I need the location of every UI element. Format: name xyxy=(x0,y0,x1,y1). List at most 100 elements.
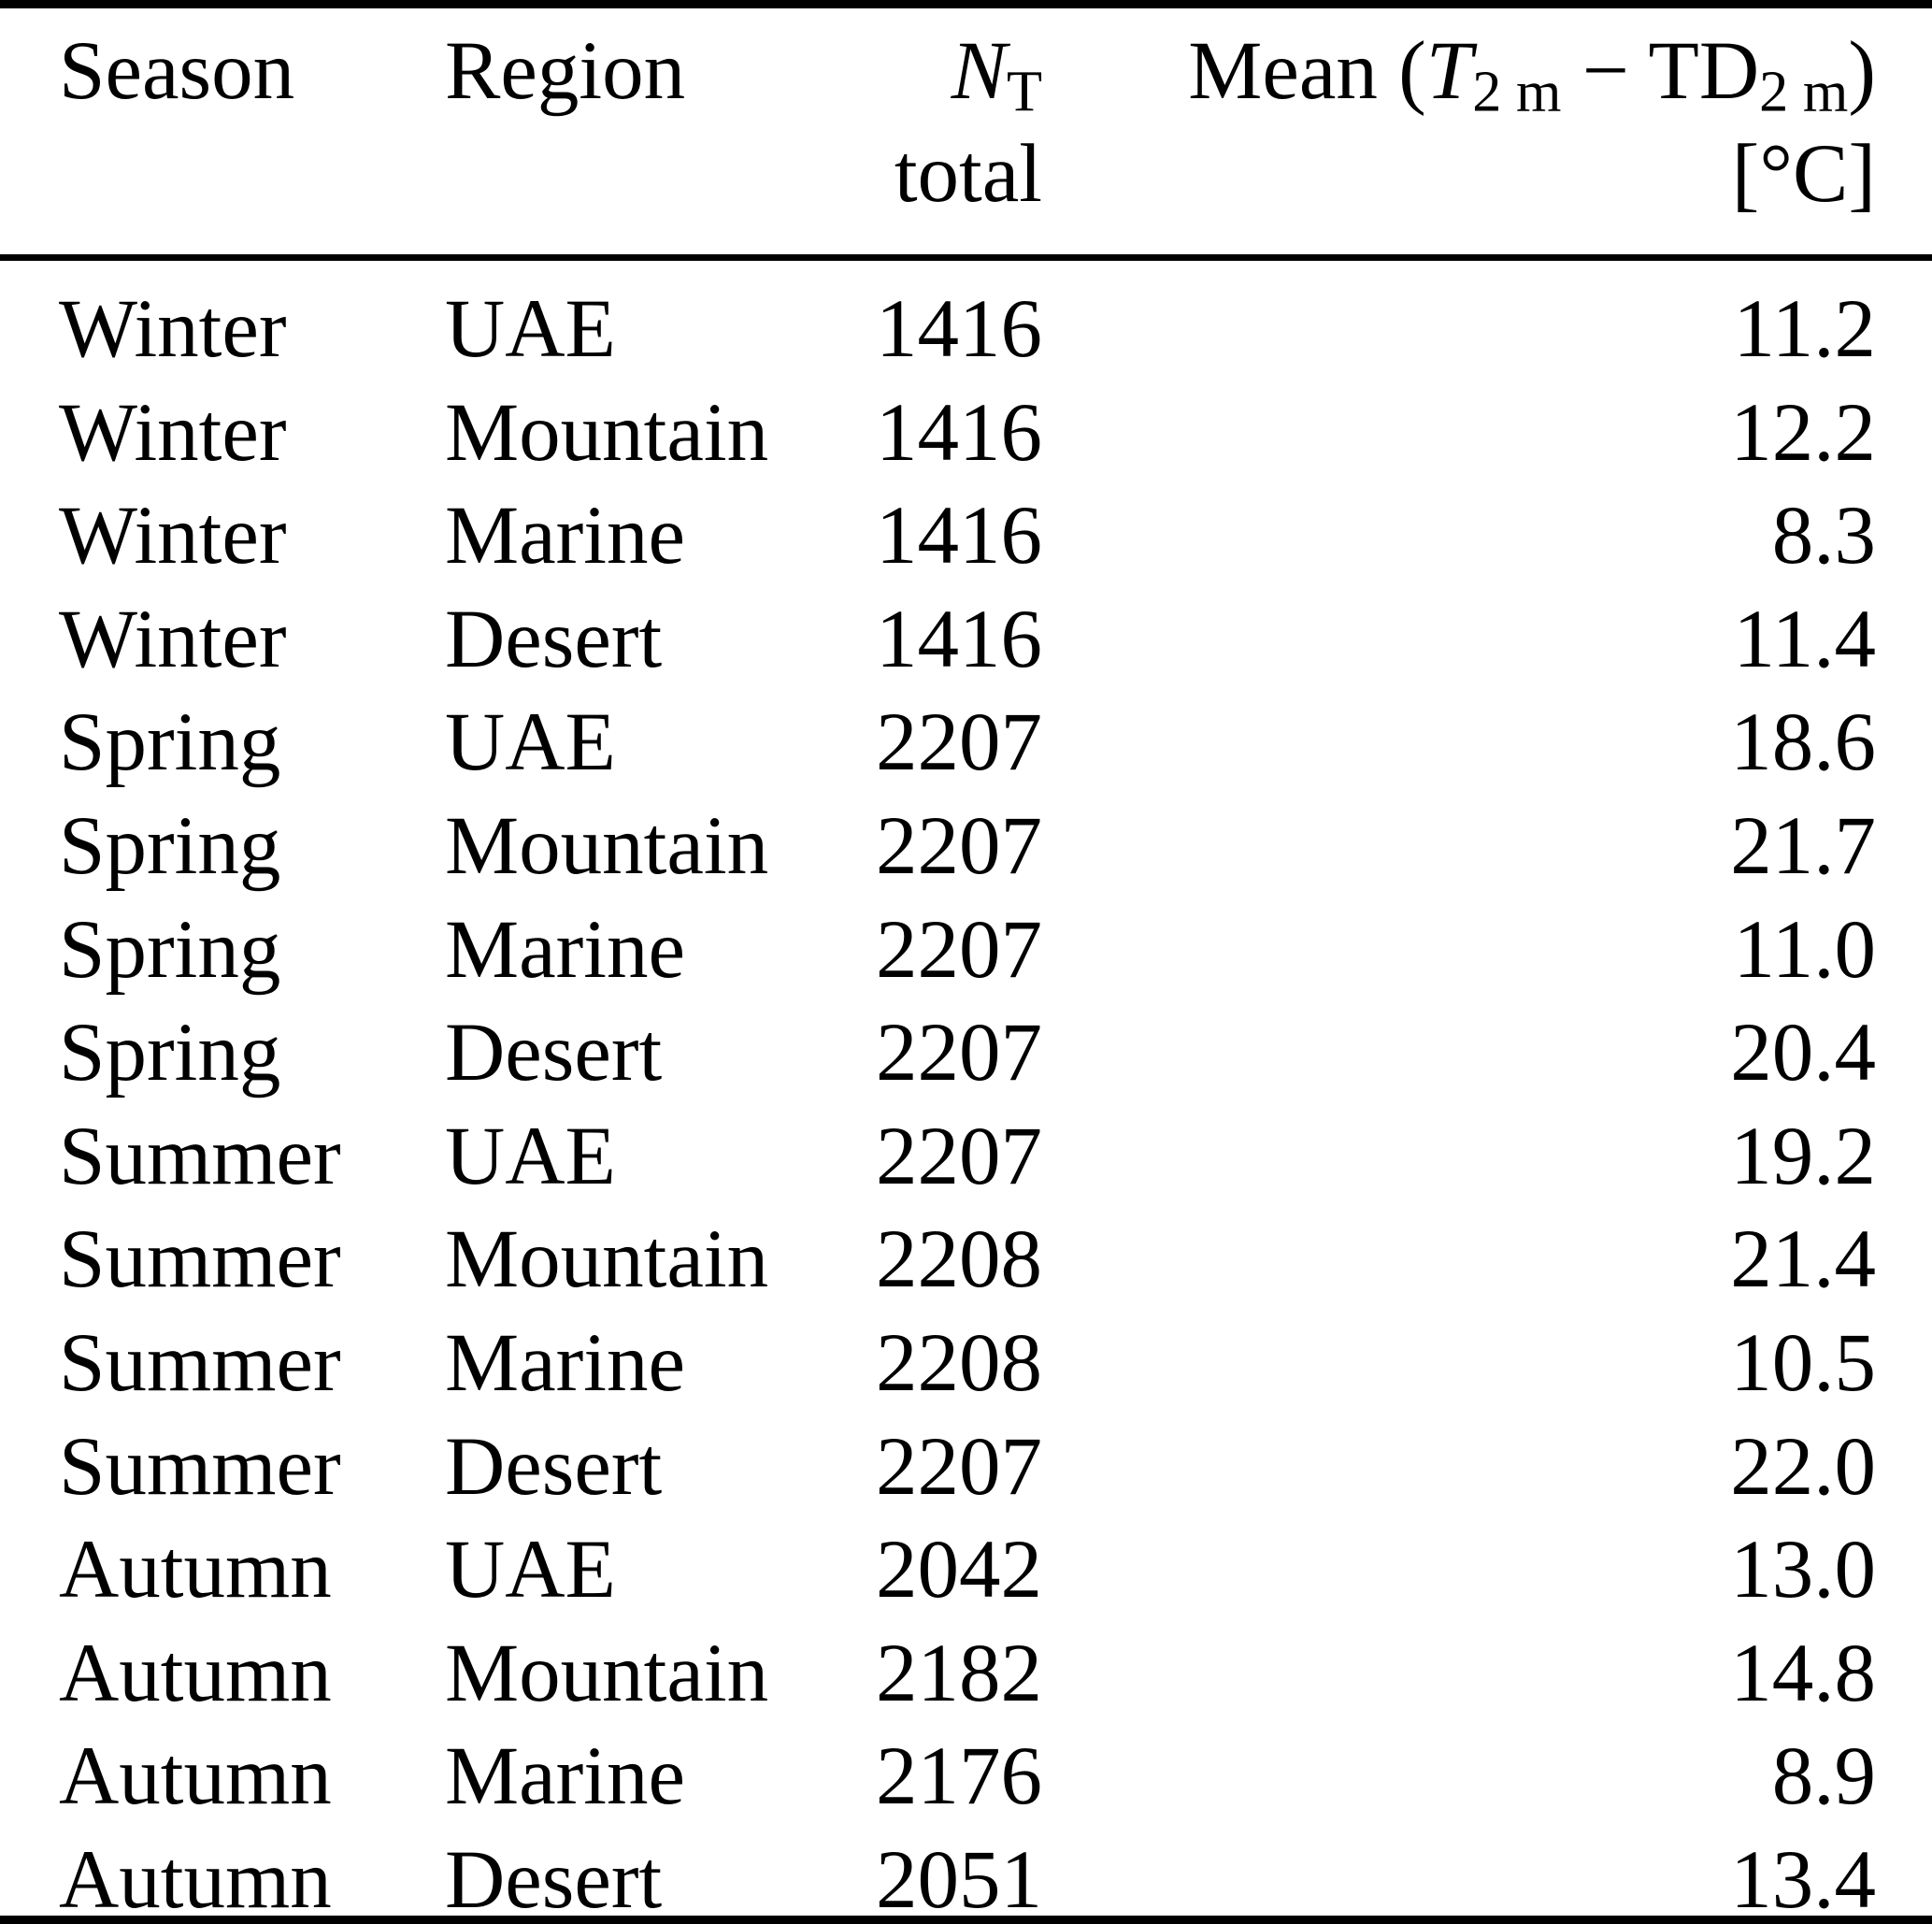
table-row: Winter UAE 1416 11.2 xyxy=(59,261,1876,375)
mean-cell: 11.2 xyxy=(1733,283,1876,375)
n-total-cell: 2042 xyxy=(876,1524,1042,1616)
region-cell: Mountain xyxy=(445,1627,769,1719)
region-cell: UAE xyxy=(445,283,616,375)
n-total-cell: 2208 xyxy=(876,1316,1042,1409)
header-mean: Mean (T2 m − TD2 m) xyxy=(1042,22,1876,122)
region-cell: UAE xyxy=(445,696,616,789)
table-row: Spring Desert 2207 20.4 xyxy=(59,984,1876,1098)
table-row: Autumn Mountain 2182 14.8 xyxy=(59,1605,1876,1719)
table-bottom-rule xyxy=(0,1916,1932,1924)
mean-cell: 11.0 xyxy=(1733,903,1876,996)
season-cell: Summer xyxy=(59,1316,341,1409)
n-total-cell: 1416 xyxy=(876,386,1042,479)
region-cell: Desert xyxy=(445,1007,663,1099)
td2m-symbol: TD xyxy=(1648,25,1760,117)
season-cell: Winter xyxy=(59,593,287,685)
table-header-row-2: total [°C] xyxy=(0,124,1932,224)
table-row: Summer Mountain 2208 21.4 xyxy=(59,1191,1876,1305)
mean-cell: 18.6 xyxy=(1730,696,1876,789)
header-spacer xyxy=(59,124,445,224)
n-symbol: N xyxy=(951,25,1007,117)
header-mean-unit: [°C] xyxy=(1731,128,1876,220)
table-row: Winter Mountain 1416 12.2 xyxy=(59,365,1876,479)
mean-prefix: Mean ( xyxy=(1188,25,1426,117)
season-cell: Spring xyxy=(59,799,281,892)
region-cell: Marine xyxy=(445,1316,686,1409)
header-spacer xyxy=(445,124,772,224)
region-cell: Mountain xyxy=(445,1213,769,1306)
mean-cell: 11.4 xyxy=(1733,593,1876,685)
n-total-cell: 2182 xyxy=(876,1627,1042,1719)
region-cell: Desert xyxy=(445,1833,663,1924)
season-cell: Spring xyxy=(59,696,281,789)
season-cell: Autumn xyxy=(59,1833,332,1924)
n-total-cell: 2207 xyxy=(876,903,1042,996)
region-cell: UAE xyxy=(445,1524,616,1616)
region-cell: Mountain xyxy=(445,386,769,479)
table-row: Summer UAE 2207 19.2 xyxy=(59,1088,1876,1202)
n-total-cell: 2051 xyxy=(876,1833,1042,1924)
n-total-cell: 2207 xyxy=(876,1007,1042,1099)
table-header-row-1: Season Region NT Mean (T2 m − TD2 m) xyxy=(0,22,1932,122)
mean-cell: 19.2 xyxy=(1730,1110,1876,1202)
table-row: Autumn Marine 2176 8.9 xyxy=(59,1708,1876,1822)
header-n-total: NT xyxy=(772,22,1042,122)
n-subscript: T xyxy=(1006,59,1042,124)
table-row: Autumn Desert 2051 13.4 xyxy=(59,1812,1876,1924)
region-cell: Marine xyxy=(445,1730,686,1823)
mean-cell: 14.8 xyxy=(1730,1627,1876,1719)
mean-cell: 8.3 xyxy=(1771,490,1876,582)
season-cell: Winter xyxy=(59,490,287,582)
mean-cell: 20.4 xyxy=(1730,1007,1876,1099)
header-n-total-line2: total xyxy=(894,128,1042,220)
mean-cell: 22.0 xyxy=(1730,1420,1876,1513)
region-cell: Desert xyxy=(445,1420,663,1513)
season-cell: Spring xyxy=(59,1007,281,1099)
mean-cell: 13.4 xyxy=(1730,1833,1876,1924)
region-cell: Mountain xyxy=(445,799,769,892)
t2m-symbol: T xyxy=(1425,25,1473,117)
season-cell: Spring xyxy=(59,903,281,996)
season-cell: Summer xyxy=(59,1420,341,1513)
n-total-cell: 2207 xyxy=(876,799,1042,892)
mean-cell: 21.4 xyxy=(1730,1213,1876,1306)
n-total-cell: 2207 xyxy=(876,1110,1042,1202)
mean-cell: 10.5 xyxy=(1730,1316,1876,1409)
season-cell: Summer xyxy=(59,1110,341,1202)
table-header-rule xyxy=(0,254,1932,261)
season-cell: Summer xyxy=(59,1213,341,1306)
table-row: Winter Marine 1416 8.3 xyxy=(59,467,1876,582)
minus-operator: − xyxy=(1561,25,1649,117)
mean-cell: 12.2 xyxy=(1730,386,1876,479)
season-cell: Winter xyxy=(59,386,287,479)
table-row: Spring Mountain 2207 21.7 xyxy=(59,778,1876,892)
mean-cell: 21.7 xyxy=(1730,799,1876,892)
season-cell: Autumn xyxy=(59,1627,332,1719)
n-total-cell: 2207 xyxy=(876,1420,1042,1513)
n-total-cell: 1416 xyxy=(876,593,1042,685)
n-total-cell: 1416 xyxy=(876,283,1042,375)
table-row: Spring Marine 2207 11.0 xyxy=(59,882,1876,996)
mean-cell: 13.0 xyxy=(1730,1524,1876,1616)
season-cell: Autumn xyxy=(59,1730,332,1823)
table-row: Spring UAE 2207 18.6 xyxy=(59,674,1876,788)
mean-cell: 8.9 xyxy=(1771,1730,1876,1823)
table-row: Winter Desert 1416 11.4 xyxy=(59,571,1876,685)
n-total-cell: 2207 xyxy=(876,696,1042,789)
header-season: Season xyxy=(59,25,295,117)
season-cell: Winter xyxy=(59,283,287,375)
table-row: Summer Marine 2208 10.5 xyxy=(59,1295,1876,1409)
table-body: Winter UAE 1416 11.2 Winter Mountain 141… xyxy=(0,261,1932,1924)
region-cell: UAE xyxy=(445,1110,616,1202)
season-cell: Autumn xyxy=(59,1524,332,1616)
n-total-cell: 2176 xyxy=(876,1730,1042,1823)
region-cell: Marine xyxy=(445,903,686,996)
header-region: Region xyxy=(445,25,686,117)
table-row: Autumn UAE 2042 13.0 xyxy=(59,1501,1876,1615)
mean-suffix: ) xyxy=(1848,25,1876,117)
region-cell: Desert xyxy=(445,593,663,685)
td2m-subscript: 2 m xyxy=(1759,59,1849,124)
table-row: Summer Desert 2207 22.0 xyxy=(59,1399,1876,1513)
table-top-rule xyxy=(0,0,1932,8)
